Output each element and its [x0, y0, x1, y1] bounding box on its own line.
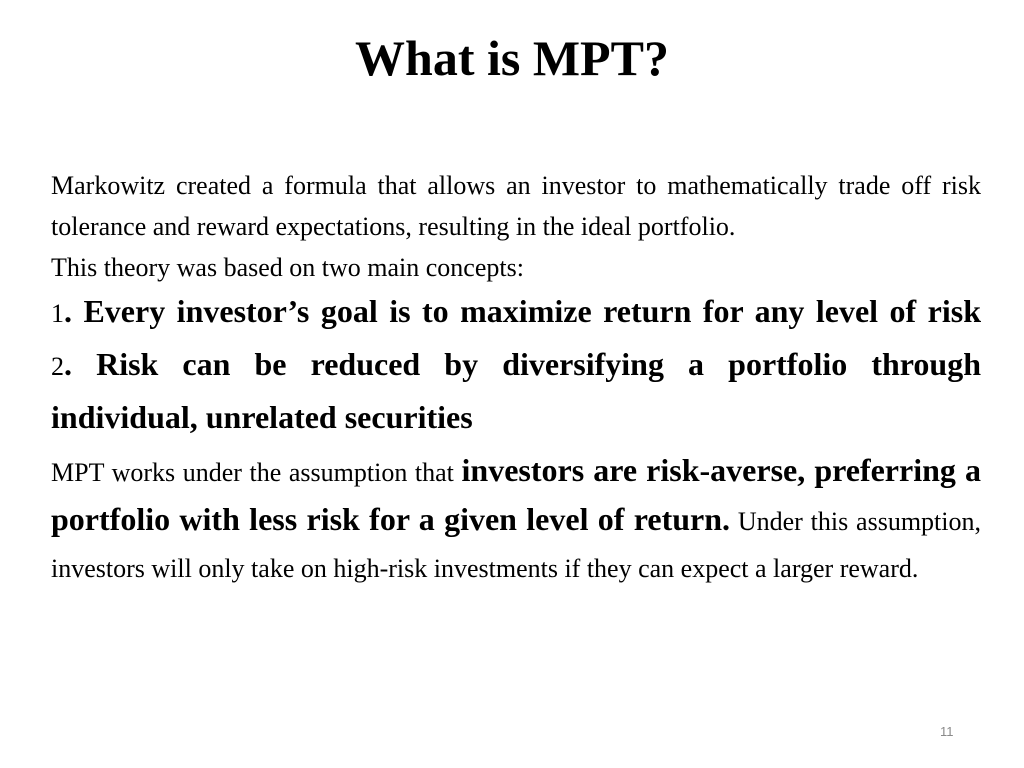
- concept-2: 2. Risk can be reduced by diversifying a…: [51, 341, 981, 447]
- slide-title: What is MPT?: [355, 30, 669, 86]
- assumption-emphasis: investors are risk-averse, preferring a …: [51, 452, 981, 537]
- concept-1-number: 1: [51, 299, 64, 328]
- intro-paragraph: Markowitz created a formula that allows …: [51, 171, 981, 241]
- concept-2-text: . Risk can be reduced by diversifying a …: [51, 346, 981, 435]
- assumption-paragraph: MPT works under the assumption that inve…: [51, 447, 981, 592]
- assumption-lead: MPT works under the assumption that: [51, 458, 462, 487]
- page-number: 11: [940, 724, 954, 739]
- concept-1-text: . Every investor’s goal is to maximize r…: [64, 293, 981, 329]
- concept-2-number: 2: [51, 352, 64, 381]
- concepts-intro: This theory was based on two main concep…: [51, 253, 524, 282]
- assumption-tail: Under this assumption, investors will on…: [51, 507, 981, 583]
- concept-1: 1. Every investor’s goal is to maximize …: [51, 288, 981, 341]
- slide-body: Markowitz created a formula that allows …: [51, 165, 981, 592]
